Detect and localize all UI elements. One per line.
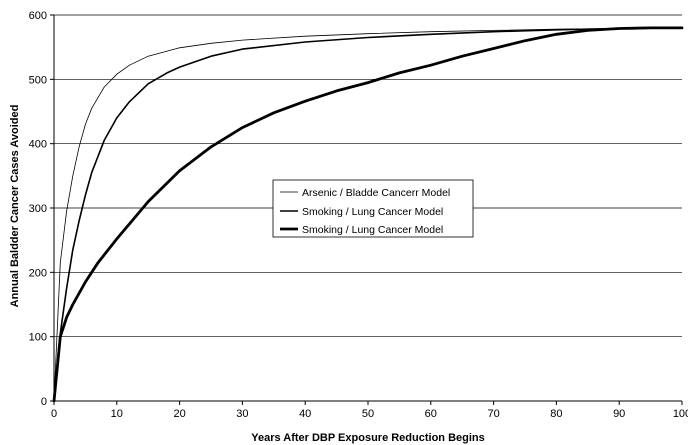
series-line-1 xyxy=(53,27,683,402)
y-axis-title: Annual Baldder Cancer Cases Avoided xyxy=(9,105,21,308)
legend-label: Arsenic / Bladde Cancerr Model xyxy=(302,187,450,199)
series-line-2 xyxy=(53,27,683,402)
legend-item: Smoking / Lung Cancer Model xyxy=(280,206,443,218)
legend-label: Smoking / Lung Cancer Model xyxy=(302,224,443,236)
y-tick-label: 0 xyxy=(41,396,47,408)
x-tick-label: 50 xyxy=(362,408,374,420)
legend-label: Smoking / Lung Cancer Model xyxy=(302,206,443,218)
legend-box xyxy=(272,179,474,238)
y-tick-label: 500 xyxy=(29,74,47,86)
series-lines xyxy=(52,26,684,403)
x-tick-label: 30 xyxy=(236,408,248,420)
x-tick-label: 0 xyxy=(51,408,57,420)
legend-item: Smoking / Lung Cancer Model xyxy=(280,224,443,236)
tick-labels: 0 100 200 300 400 500 600 0 10 20 30 40 50 60 70 80 90 10… xyxy=(29,10,688,420)
x-tick-label: 80 xyxy=(550,408,562,420)
y-tick-label: 400 xyxy=(29,139,47,151)
x-tick-label: 40 xyxy=(299,408,311,420)
x-axis-title: Years After DBP Exposure Reduction Begin… xyxy=(251,432,485,444)
y-tick-label: 200 xyxy=(29,267,47,279)
x-tick-label: 20 xyxy=(173,408,185,420)
axes xyxy=(50,14,683,405)
y-tick-label: 100 xyxy=(29,332,47,344)
gridlines xyxy=(54,14,682,338)
x-tick-label: 10 xyxy=(111,408,123,420)
y-tick-label: 300 xyxy=(29,203,47,215)
series-line-3 xyxy=(52,26,684,403)
x-tick-label: 60 xyxy=(425,408,437,420)
x-tick-label: 100 xyxy=(673,408,688,420)
legend-item: Arsenic / Bladde Cancerr Model xyxy=(280,187,450,199)
legend: Arsenic / Bladde Cancerr Model Smoking /… xyxy=(272,179,474,238)
y-tick-label: 600 xyxy=(29,10,47,22)
x-tick-label: 70 xyxy=(487,408,499,420)
x-tick-label: 90 xyxy=(613,408,625,420)
